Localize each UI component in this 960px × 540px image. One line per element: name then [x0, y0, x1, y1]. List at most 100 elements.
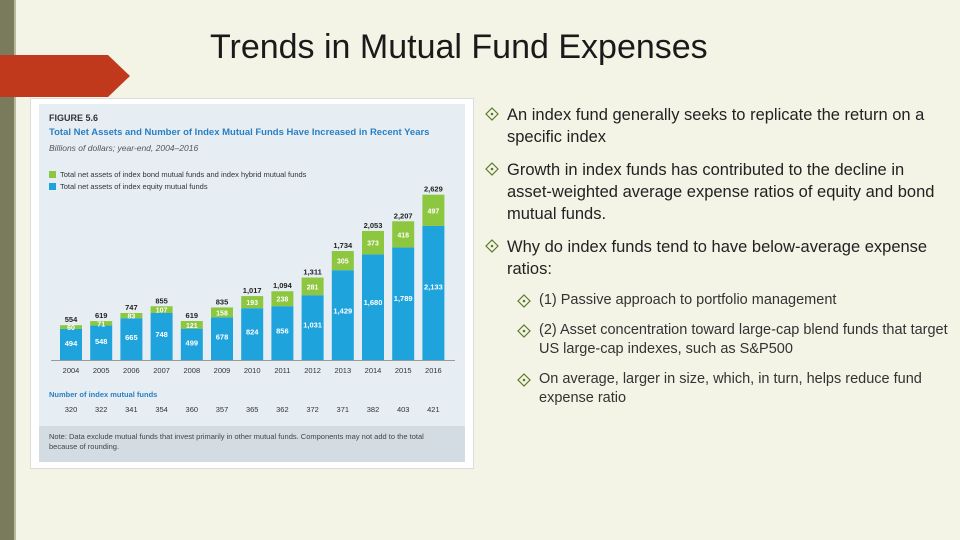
bullet-text: On average, larger in size, which, in tu…	[539, 371, 922, 406]
equity-value-label: 856	[276, 326, 289, 335]
x-tick-label: 2013	[334, 366, 351, 375]
figure-subtitle: Billions of dollars; year-end, 2004–2016	[49, 143, 199, 153]
note-box	[39, 426, 465, 462]
total-value-label: 2,629	[424, 185, 443, 194]
total-value-label: 2,207	[394, 211, 413, 220]
total-value-label: 1,017	[243, 286, 262, 295]
x-tick-label: 2010	[244, 366, 261, 375]
bar-equity	[90, 325, 113, 360]
slide-title: Trends in Mutual Fund Expenses	[210, 28, 708, 66]
x-tick-label: 2006	[123, 366, 140, 375]
bond-value-label: 60	[67, 325, 75, 332]
x-tick-label: 2007	[153, 366, 170, 375]
bullet-text: An index fund generally seeks to replica…	[507, 106, 925, 146]
bar-bond	[150, 306, 173, 313]
total-value-label: 619	[186, 311, 199, 320]
bond-value-label: 238	[277, 297, 289, 304]
bond-value-label: 121	[186, 323, 198, 330]
figure-title: Total Net Assets and Number of Index Mut…	[49, 127, 430, 138]
total-value-label: 1,734	[333, 241, 353, 250]
bullet-text: Growth in index funds has contributed to…	[507, 161, 935, 223]
x-tick-label: 2012	[304, 366, 321, 375]
legend-label-bond: Total net assets of index bond mutual fu…	[60, 170, 307, 179]
bar-equity	[120, 318, 143, 360]
legend-item-bond: Total net assets of index bond mutual fu…	[49, 170, 306, 179]
legend-swatch-equity	[49, 183, 56, 190]
bar-equity	[331, 270, 354, 360]
bond-value-label: 373	[367, 241, 379, 248]
bond-value-label: 107	[156, 308, 168, 315]
equity-value-label: 678	[216, 333, 229, 342]
bar-bond	[392, 221, 415, 248]
x-tick-label: 2014	[365, 366, 382, 375]
x-tick-label: 2004	[63, 366, 80, 375]
bullet-item: (1) Passive approach to portfolio manage…	[480, 291, 950, 310]
bond-value-label: 83	[128, 314, 136, 321]
bond-value-label: 71	[97, 321, 105, 328]
equity-value-label: 1,429	[333, 307, 352, 316]
equity-value-label: 548	[95, 337, 108, 346]
total-value-label: 554	[65, 315, 78, 324]
legend-label-equity: Total net assets of index equity mutual …	[60, 182, 208, 191]
bullet-item: Why do index funds tend to have below-av…	[480, 236, 950, 280]
bar-bond	[331, 251, 354, 271]
red-arrow-decoration	[0, 55, 130, 97]
bond-value-label: 281	[307, 284, 319, 291]
x-tick-label: 2009	[214, 366, 231, 375]
bar-equity	[271, 306, 294, 360]
bond-value-label: 193	[246, 300, 258, 307]
bar-bond	[422, 194, 445, 226]
fund-count-label: 365	[246, 405, 259, 414]
fund-count-title: Number of index mutual funds	[49, 390, 158, 399]
bar-bond	[301, 277, 324, 296]
figure-note: Note: Data exclude mutual funds that inv…	[49, 432, 424, 451]
equity-value-label: 499	[186, 339, 199, 348]
bar-equity	[301, 295, 324, 360]
fund-count-label: 403	[397, 405, 410, 414]
bar-equity	[392, 247, 415, 360]
fund-count-label: 354	[155, 405, 168, 414]
fund-count-label: 421	[427, 405, 440, 414]
fund-count-label: 371	[337, 405, 350, 414]
bullet-item: (2) Asset concentration toward large-cap…	[480, 321, 950, 359]
bar-equity	[422, 225, 445, 360]
total-value-label: 2,053	[364, 221, 383, 230]
bar-equity	[180, 328, 203, 360]
bar-bond	[241, 296, 264, 309]
bar-bond	[60, 325, 82, 329]
figure-panel: FIGURE 5.6 Total Net Assets and Number o…	[39, 104, 465, 462]
bond-value-label: 158	[216, 310, 228, 317]
equity-value-label: 748	[155, 330, 168, 339]
bar-equity	[60, 328, 82, 360]
fund-count-label: 341	[125, 405, 138, 414]
fund-count-label: 320	[65, 405, 78, 414]
equity-value-label: 1,789	[394, 294, 413, 303]
bond-value-label: 418	[397, 232, 409, 239]
fund-count-label: 362	[276, 405, 289, 414]
diamond-bullet-icon	[517, 324, 531, 338]
x-tick-label: 2016	[425, 366, 442, 375]
equity-value-label: 494	[65, 339, 78, 348]
bar-bond	[362, 230, 384, 255]
total-value-label: 1,094	[273, 281, 293, 290]
equity-value-label: 1,031	[303, 320, 322, 329]
bullet-text: (1) Passive approach to portfolio manage…	[539, 292, 837, 308]
diamond-bullet-icon	[485, 107, 499, 121]
bond-value-label: 305	[337, 259, 349, 266]
left-decorative-stripe	[0, 0, 14, 540]
bullet-text: (2) Asset concentration toward large-cap…	[539, 322, 948, 357]
total-value-label: 619	[95, 311, 108, 320]
bar-bond	[90, 321, 113, 326]
fund-count-label: 360	[186, 405, 199, 414]
legend-swatch-bond	[49, 171, 56, 178]
left-decorative-line	[14, 0, 16, 540]
bullet-item: Growth in index funds has contributed to…	[480, 159, 950, 225]
legend-item-equity: Total net assets of index equity mutual …	[49, 182, 208, 191]
bar-bond	[211, 307, 233, 318]
total-value-label: 855	[155, 296, 168, 305]
bullet-text: Why do index funds tend to have below-av…	[507, 238, 928, 278]
equity-value-label: 824	[246, 328, 259, 337]
equity-value-label: 2,133	[424, 282, 443, 291]
figure-label: FIGURE 5.6	[49, 113, 99, 123]
bond-value-label: 497	[428, 208, 440, 215]
